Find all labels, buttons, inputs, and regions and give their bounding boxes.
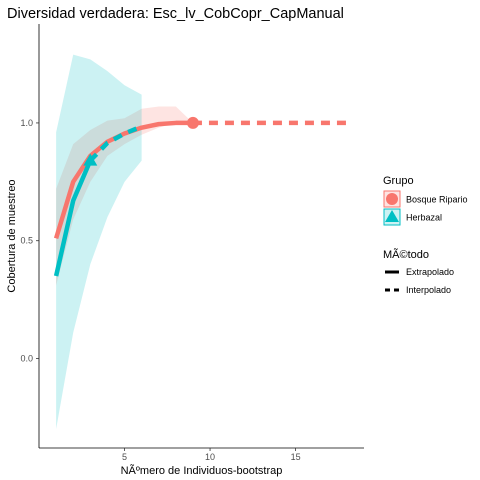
- y-axis-ticks: 0.0 0.5 1.0: [20, 118, 39, 363]
- legend-metodo: MÃ©todo Extrapolado Interpolado: [383, 248, 454, 295]
- y-tick-label: 0.5: [20, 236, 33, 246]
- series-lines: [53, 120, 347, 277]
- legend-grupo-title: Grupo: [383, 175, 414, 187]
- legend-grupo-label-bosque: Bosque Ripario: [406, 195, 468, 205]
- y-tick-label: 0.0: [20, 353, 33, 363]
- band-bosque-ripario: [56, 106, 193, 286]
- line-solid-herbazal: [53, 159, 93, 277]
- band-herbazal: [56, 54, 142, 430]
- legend-key-circle-icon: [386, 193, 398, 205]
- y-axis-label: Cobertura de muestreo: [6, 179, 18, 292]
- legend-key-triangle-icon: [385, 210, 399, 222]
- x-axis-ticks: 5 10 15: [122, 448, 301, 462]
- legend-grupo-label-herbazal: Herbazal: [406, 213, 442, 223]
- legend-metodo-label-extrapolado: Extrapolado: [406, 267, 454, 277]
- line-dashed-herbazal: [88, 124, 143, 163]
- legend-metodo-title: MÃ©todo: [383, 248, 429, 261]
- confidence-bands: [56, 54, 193, 430]
- marker-bosque-ripario: [186, 116, 199, 129]
- y-tick-label: 1.0: [20, 118, 33, 128]
- chart-title: Diversidad verdadera: Esc_lv_CobCopr_Cap…: [7, 6, 344, 22]
- observed-markers: [83, 116, 199, 166]
- x-tick-label: 10: [205, 452, 215, 462]
- line-solid-bosque-ripario: [53, 120, 193, 240]
- x-axis-label: NÃºmero de Individuos-bootstrap: [121, 464, 283, 477]
- marker-herbazal: [83, 153, 98, 166]
- legend-grupo: Grupo Bosque Ripario Herbazal: [383, 175, 468, 226]
- legend-metodo-label-interpolado: Interpolado: [406, 285, 451, 295]
- x-tick-label: 5: [122, 452, 127, 462]
- x-tick-label: 15: [291, 452, 301, 462]
